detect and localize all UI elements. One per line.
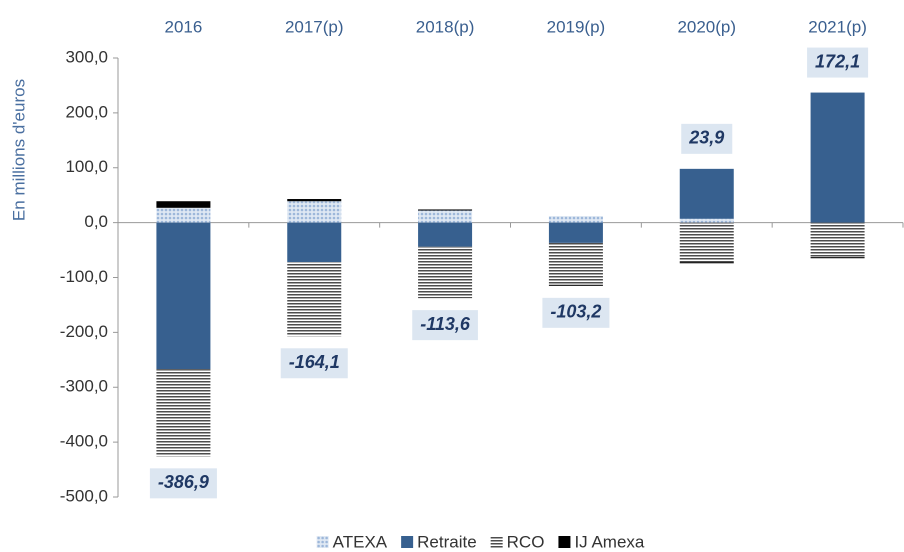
category-label: 2016: [165, 17, 203, 36]
y-axis-title: En millions d'euros: [9, 79, 28, 221]
total-label-bg: [412, 310, 478, 341]
bar-segment: [679, 168, 734, 219]
bar-segment: [679, 218, 734, 223]
total-label-bg: [149, 468, 217, 499]
category-label: 2018(p): [416, 17, 475, 36]
bar-segment: [156, 222, 211, 370]
legend-label: RCO: [507, 532, 545, 551]
bar-segment: [548, 216, 603, 223]
category-label: 2020(p): [677, 17, 736, 36]
bar-segment: [287, 262, 342, 337]
bar-segment: [287, 199, 342, 202]
bar-segment: [418, 246, 473, 299]
total-label: 172,1: [815, 51, 860, 71]
total-label-bg: [681, 123, 733, 154]
bar-segment: [156, 207, 211, 223]
legend-label: ATEXA: [333, 532, 388, 551]
legend-item: Retraite: [401, 532, 477, 551]
y-tick-label: -400,0: [60, 432, 108, 451]
total-label-bg: [807, 47, 869, 78]
y-tick-label: -300,0: [60, 377, 108, 396]
bar-segment: [548, 222, 603, 243]
bar-segment: [810, 92, 865, 223]
total-label: -113,6: [420, 314, 471, 334]
category-label: 2017(p): [285, 17, 344, 36]
legend-label: IJ Amexa: [574, 532, 644, 551]
y-tick-label: -100,0: [60, 267, 108, 286]
total-label-bg: [280, 348, 348, 379]
bar-segment: [810, 257, 865, 259]
legend-swatch: [558, 536, 571, 548]
bar-segment: [156, 369, 211, 457]
legend-swatch: [401, 536, 414, 548]
y-tick-label: 0,0: [84, 212, 108, 231]
bar-segment: [679, 222, 734, 263]
bar-segment: [156, 201, 211, 208]
total-label-bg: [542, 297, 610, 328]
y-tick-label: 200,0: [65, 102, 108, 121]
bar-segment: [810, 222, 865, 258]
bar-segment: [287, 201, 342, 223]
bar-segment: [287, 222, 342, 263]
legend-swatch: [490, 536, 503, 548]
legend-item: ATEXA: [316, 532, 388, 551]
category-label: 2021(p): [808, 17, 867, 36]
legend-item: RCO: [490, 532, 545, 551]
total-label: 23,9: [688, 128, 724, 148]
category-label: 2019(p): [547, 17, 606, 36]
bar-segment: [548, 242, 603, 285]
legend-swatch: [316, 536, 329, 548]
legend-item: IJ Amexa: [558, 532, 645, 551]
total-label: -103,2: [550, 302, 601, 322]
bar-segment: [418, 209, 473, 211]
y-tick-label: -500,0: [60, 486, 108, 505]
bar-segment: [679, 262, 734, 264]
total-label: -164,1: [289, 352, 340, 372]
bar-segment: [418, 210, 473, 223]
y-tick-label: -200,0: [60, 322, 108, 341]
y-tick-label: 100,0: [65, 157, 108, 176]
bar-segment: [418, 222, 473, 247]
legend-label: Retraite: [417, 532, 477, 551]
y-tick-label: 300,0: [65, 47, 108, 66]
total-label: -386,9: [158, 472, 209, 492]
bar-segment: [548, 284, 603, 286]
